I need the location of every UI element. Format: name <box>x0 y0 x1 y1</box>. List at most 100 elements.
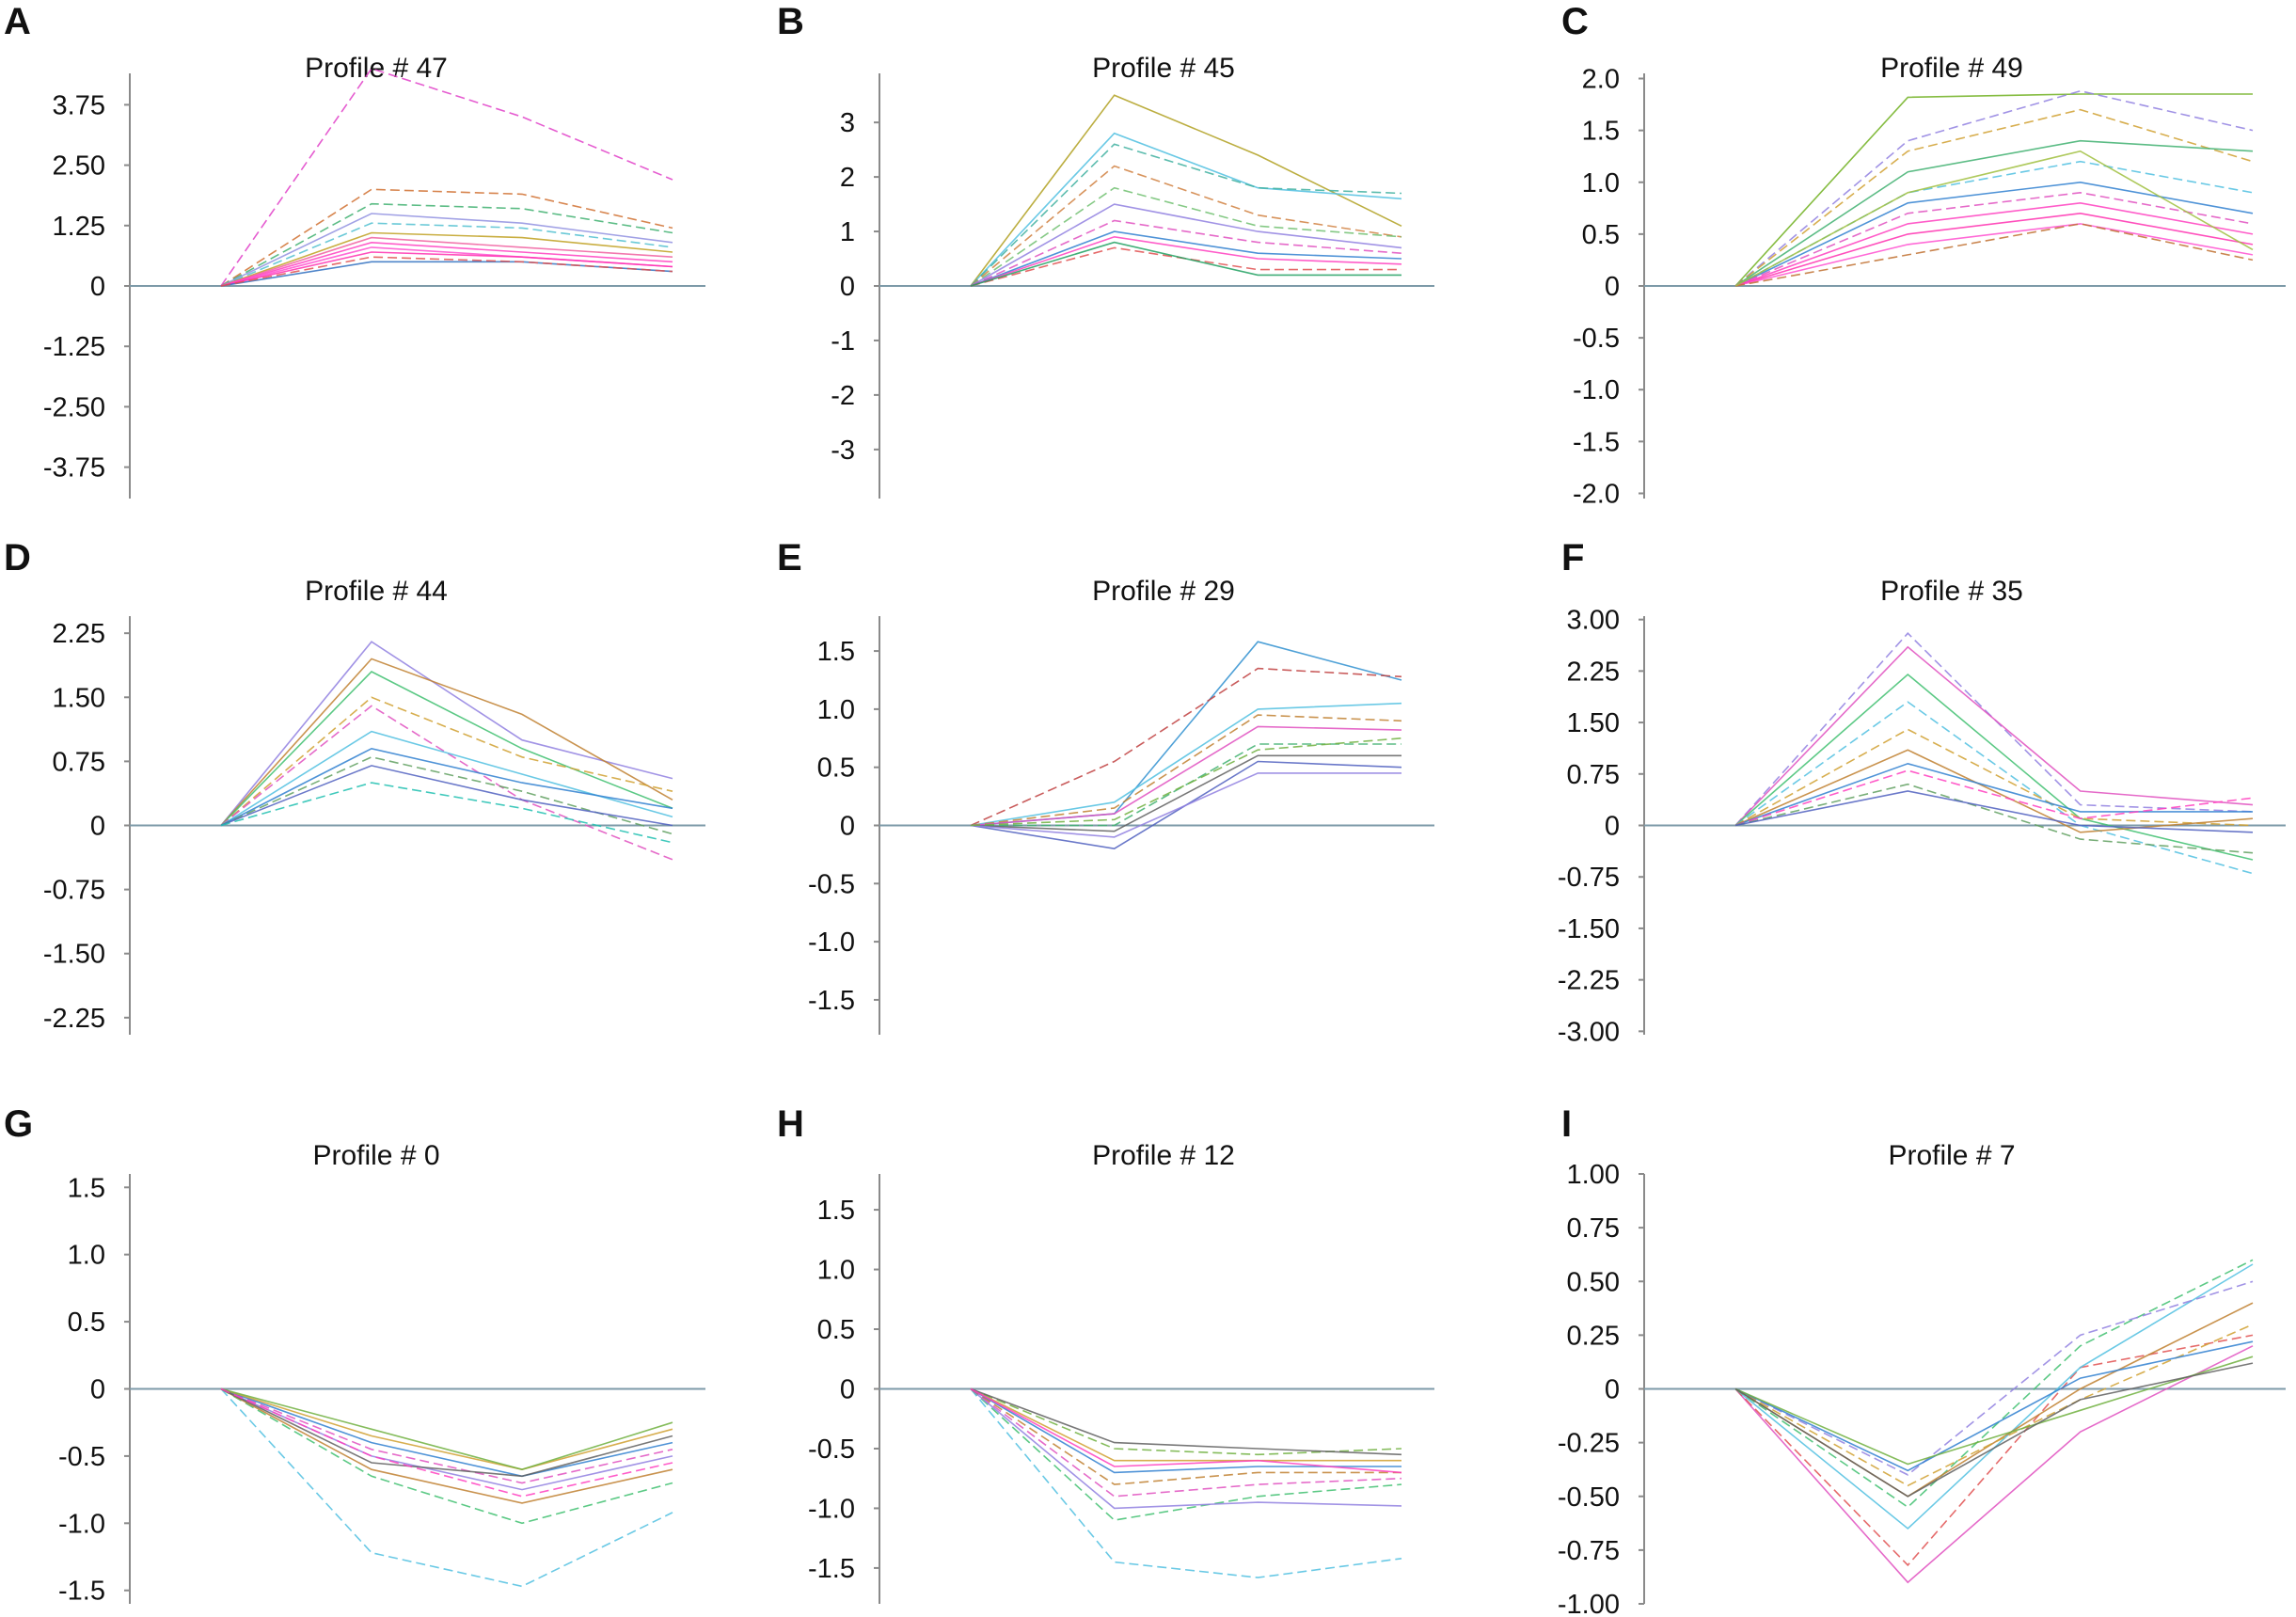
y-tick-label: -1.0 <box>1573 375 1620 405</box>
series-line-gene-2 <box>220 658 673 827</box>
y-tick-label: 2.25 <box>53 619 105 649</box>
panel-title: Profile # 49 <box>1880 53 2023 84</box>
series-line-gene-10 <box>970 1387 1402 1474</box>
series-line-gene-9 <box>970 1387 1402 1456</box>
y-tick-label: 0 <box>1605 812 1620 842</box>
panel-letter: H <box>777 1103 804 1145</box>
series-line-gene-7 <box>220 1387 673 1471</box>
series-line-gene-6 <box>220 231 673 287</box>
series-line-gene-4 <box>220 696 673 827</box>
y-tick-label: -0.5 <box>808 1435 855 1465</box>
series-line-gene-11 <box>220 261 673 287</box>
panel-letter: D <box>4 537 31 579</box>
y-tick-label: -1.5 <box>808 1554 855 1584</box>
series-line-gene-1 <box>970 641 1402 827</box>
panel-d: D Profile # 44 2.25 1.50 0.75 0 -0.75 -1.50 -2.2… <box>4 537 705 1035</box>
y-tick-label: 3.75 <box>53 90 105 120</box>
series-line-gene-7 <box>220 747 673 827</box>
panel-e: E Profile # 29 1.5 1.0 0.5 0 -0.5 -1.0 -1.5 <box>777 537 1434 1035</box>
y-tick-label: -1.50 <box>1558 914 1620 944</box>
series-line-gene-11 <box>1734 223 2254 287</box>
series-line-gene-4 <box>1734 1259 2254 1509</box>
y-tick-label: 1.5 <box>68 1173 105 1203</box>
y-tick-label: -2.25 <box>43 1004 105 1034</box>
panel-letter: C <box>1561 1 1589 42</box>
y-tick-label: 2.0 <box>1582 65 1620 95</box>
panel-title: Profile # 12 <box>1092 1140 1235 1171</box>
panel-f: F Profile # 35 3.00 2.25 1.50 0.75 0 -0.75 -1.50… <box>1558 537 2286 1047</box>
panel-letter: B <box>777 1 804 42</box>
panel-letter: A <box>4 1 31 42</box>
y-tick-label: 0.5 <box>1582 220 1620 250</box>
y-tick-label: 3 <box>840 108 855 138</box>
y-tick-label: -1.0 <box>808 1494 855 1524</box>
y-tick-label: -0.5 <box>808 869 855 899</box>
y-tick-label: 0.5 <box>68 1308 105 1338</box>
series-line-gene-10 <box>220 1387 673 1498</box>
series-line-gene-4 <box>220 1387 673 1491</box>
y-tick-label: 1 <box>840 217 855 247</box>
y-tick-label: -1.0 <box>58 1509 105 1539</box>
y-tick-label: -0.75 <box>1558 863 1620 893</box>
series-line-gene-7 <box>1734 762 2253 827</box>
series-line-gene-6 <box>220 1387 673 1478</box>
series-line-gene-10 <box>1734 1362 2254 1498</box>
series-line-gene-5 <box>970 725 1402 827</box>
series-line-gene-3 <box>970 1387 1402 1510</box>
series-line-gene-8 <box>970 230 1402 287</box>
y-tick-label: 1.0 <box>68 1241 105 1271</box>
y-tick-label: 1.50 <box>53 683 105 713</box>
series-line-gene-9 <box>1734 1355 2254 1466</box>
y-tick-label: 0.5 <box>817 1315 855 1345</box>
y-tick-label: -2 <box>831 381 855 411</box>
series-line-gene-9 <box>970 772 1401 838</box>
series-line-gene-4 <box>970 1387 1402 1498</box>
panel-title: Profile # 7 <box>1888 1140 2015 1171</box>
y-tick-label: -1.5 <box>58 1577 105 1607</box>
series-line-gene-2 <box>1734 1334 2254 1567</box>
series-line-gene-3 <box>1734 1263 2254 1530</box>
panel-title: Profile # 29 <box>1092 576 1235 607</box>
series-line-gene-1 <box>970 1387 1402 1578</box>
y-tick-label: 0.5 <box>817 753 855 784</box>
y-tick-label: 0 <box>90 272 105 302</box>
series-line-gene-1 <box>1734 632 2254 827</box>
y-tick-label: 1.00 <box>1567 1160 1620 1190</box>
series-line-gene-6 <box>1734 1302 2254 1498</box>
y-tick-label: 0.50 <box>1567 1267 1620 1297</box>
y-tick-label: -3 <box>831 436 855 466</box>
series-line-gene-2 <box>1734 645 2254 827</box>
series-line-gene-6 <box>971 743 1401 827</box>
series-line-gene-3 <box>220 202 673 287</box>
series-line-gene-2 <box>970 132 1402 287</box>
series-line-gene-3 <box>1734 108 2254 287</box>
y-tick-label: 1.5 <box>817 1196 855 1226</box>
panel-b: B Profile # 45 3 2 1 0 -1 -2 -3 <box>777 1 1434 499</box>
y-tick-label: -0.5 <box>1573 324 1620 354</box>
panel-letter: F <box>1561 537 1584 579</box>
series-line-gene-7 <box>970 754 1401 832</box>
panel-letter: I <box>1561 1103 1572 1145</box>
y-tick-label: 1.50 <box>1567 708 1620 738</box>
y-tick-label: -2.50 <box>43 392 105 422</box>
y-tick-label: 0 <box>1605 272 1620 302</box>
series-line-gene-3 <box>970 702 1402 827</box>
panel-a: A Profile # 47 3.75 2.50 1.25 0 -1.25 -2.50 -3.7… <box>4 1 705 499</box>
series-line-gene-2 <box>1734 89 2254 287</box>
y-tick-label: -0.75 <box>1558 1536 1620 1566</box>
series-line-gene-1 <box>1734 93 2253 287</box>
series-line-gene-5 <box>1734 1280 2254 1476</box>
y-tick-label: 2.25 <box>1567 657 1620 687</box>
y-tick-label: 1.5 <box>817 637 855 667</box>
series-line-gene-4 <box>220 213 673 287</box>
panel-title: Profile # 0 <box>312 1140 439 1171</box>
series-line-gene-10 <box>220 782 673 844</box>
series-line-gene-2 <box>970 1387 1402 1521</box>
y-tick-label: 0.75 <box>1567 1213 1620 1244</box>
series-line-gene-11 <box>970 241 1401 287</box>
series-line-gene-1 <box>220 641 673 827</box>
y-tick-label: 0.75 <box>53 747 105 777</box>
series-line-gene-8 <box>1734 769 2254 827</box>
y-tick-label: 1.0 <box>1582 168 1620 198</box>
